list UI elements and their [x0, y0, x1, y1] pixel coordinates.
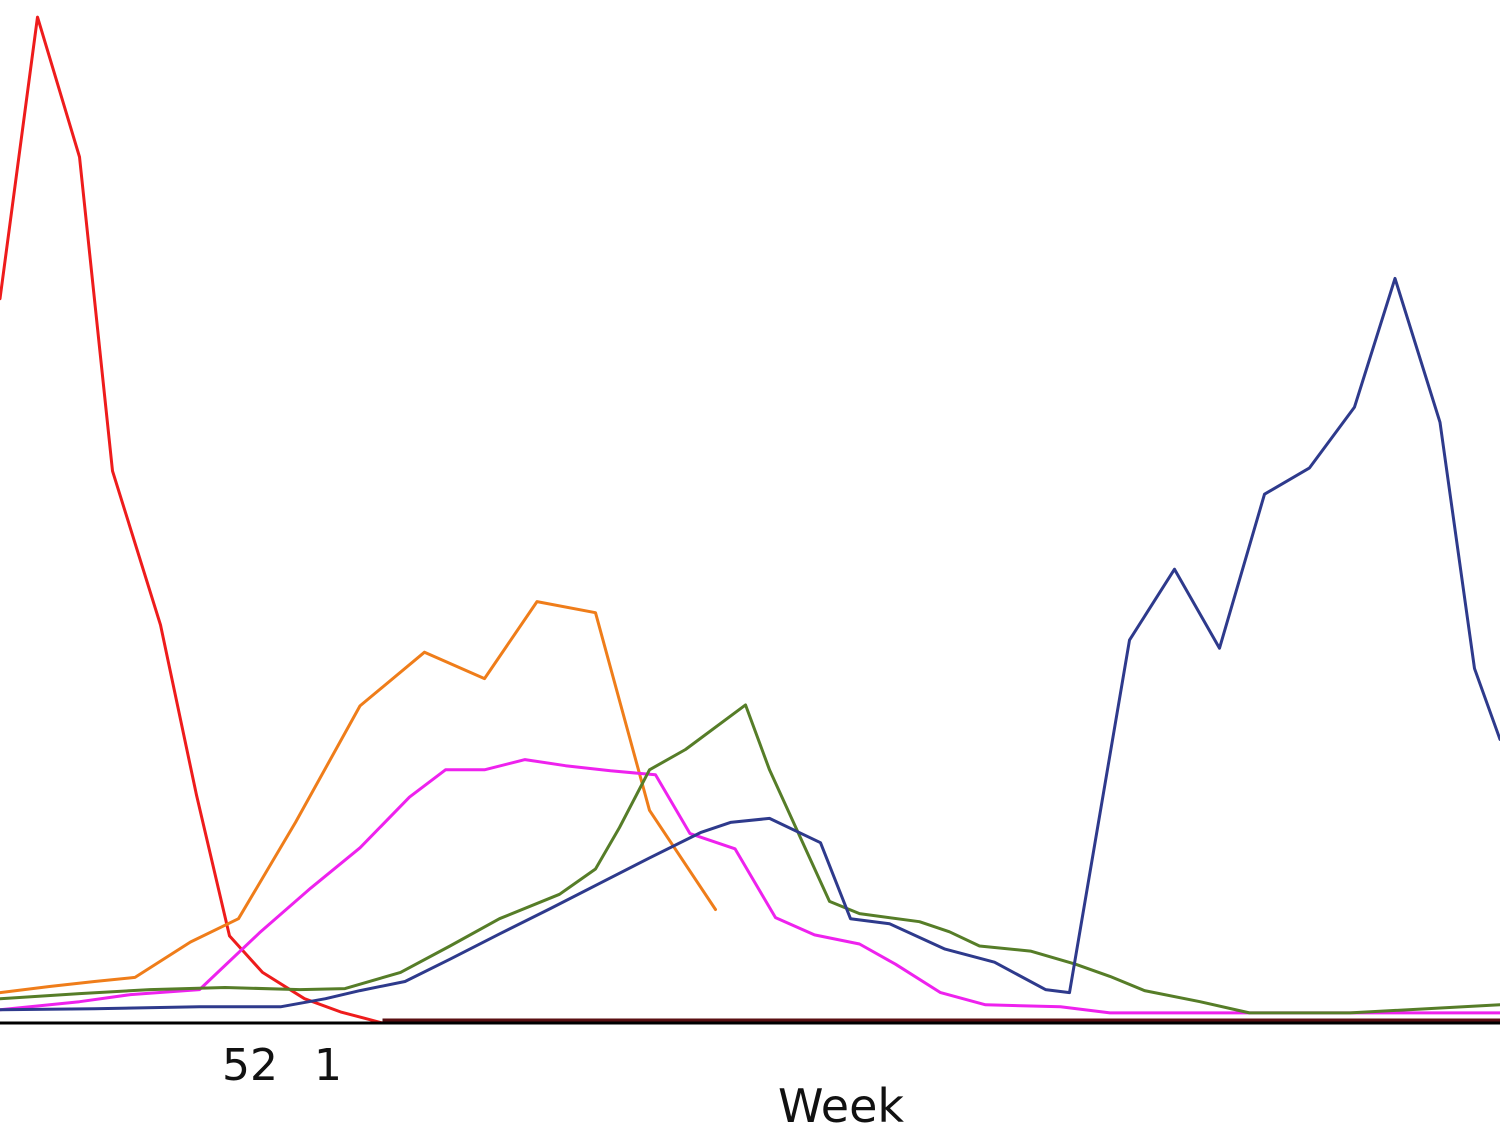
x-tick-label-1: 1 [314, 1040, 342, 1091]
x-axis-title: Week [778, 1079, 904, 1125]
series-group [0, 15, 1500, 1025]
series-line-0 [0, 15, 384, 1025]
series-line-2 [0, 758, 1500, 1015]
x-tick-label-0: 52 [222, 1040, 278, 1091]
series-line-3 [0, 703, 1500, 1015]
x-tick-labels: 52 1 [222, 1040, 342, 1091]
series-line-1 [0, 600, 717, 995]
series-line-4 [0, 276, 1500, 1012]
